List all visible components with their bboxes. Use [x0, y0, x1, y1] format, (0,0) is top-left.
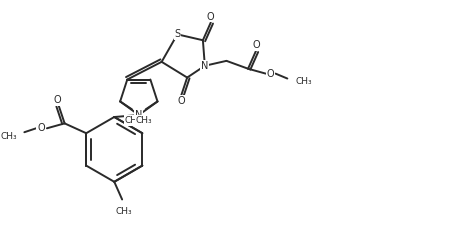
Text: CH₃: CH₃	[116, 207, 132, 216]
Text: CH₃: CH₃	[1, 132, 17, 141]
Text: O: O	[207, 12, 215, 22]
Text: CH₃: CH₃	[136, 116, 152, 125]
Text: CH₃: CH₃	[295, 77, 312, 86]
Text: N: N	[201, 61, 208, 71]
Text: O: O	[54, 95, 61, 105]
Text: O: O	[177, 96, 185, 106]
Text: O: O	[267, 69, 274, 79]
Text: O: O	[37, 123, 45, 133]
Text: O: O	[252, 40, 260, 50]
Text: CH₃: CH₃	[125, 116, 141, 125]
Text: S: S	[174, 29, 181, 39]
Text: N: N	[135, 110, 142, 120]
